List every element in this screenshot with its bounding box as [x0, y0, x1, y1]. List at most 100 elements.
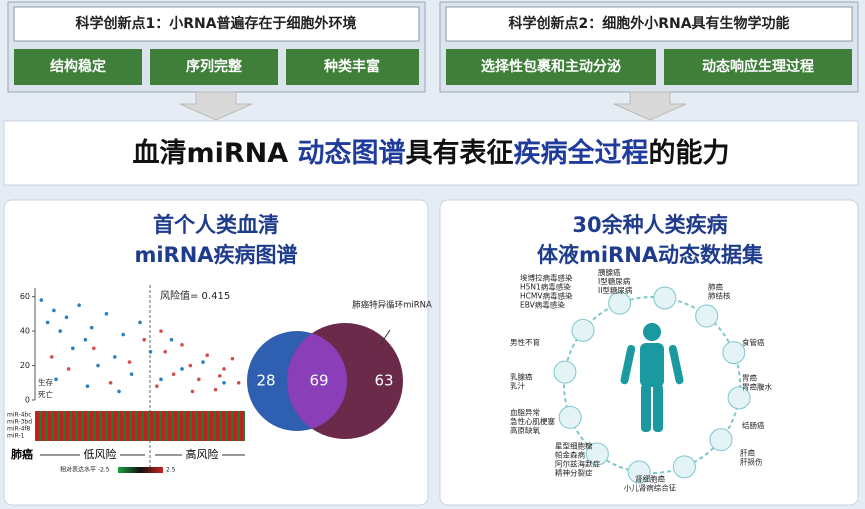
panel-title: 体液miRNA动态数据集	[537, 243, 764, 267]
point	[77, 303, 81, 308]
point	[180, 367, 184, 371]
disease-icon	[585, 442, 609, 466]
banner-part: 疾病全过程	[514, 137, 649, 169]
point	[159, 377, 163, 382]
banner	[3, 120, 859, 186]
tag-text: 选择性包裹和主动分泌	[481, 58, 621, 75]
tag-text: 动态响应生理过程	[702, 58, 814, 75]
legend-label: 死亡	[38, 389, 53, 399]
disease-icon	[709, 428, 733, 452]
tag	[286, 49, 419, 85]
colorbar	[118, 467, 163, 473]
disease-label: 胃癌腹水	[742, 382, 772, 392]
point	[96, 363, 100, 368]
point	[121, 332, 125, 337]
venn-count: 69	[309, 372, 328, 390]
panel-title: 首个人类血清	[153, 213, 279, 237]
box-title	[445, 6, 853, 42]
venn-label: 肺癌特异循环miRNA	[352, 300, 432, 311]
point	[113, 355, 117, 359]
disease-label: 帕金森病	[555, 450, 585, 460]
point	[159, 329, 163, 333]
disease-label: 胃癌	[742, 373, 757, 383]
arrow	[613, 91, 687, 121]
point	[205, 353, 209, 358]
box-title	[13, 6, 420, 42]
disease-label: 精神分裂症	[555, 468, 593, 478]
point	[92, 346, 96, 351]
disease-label: II型糖尿病	[598, 285, 633, 295]
row-label: miR-1	[7, 433, 25, 440]
tag	[446, 49, 656, 85]
disease-label: 肺结核	[708, 291, 731, 301]
point	[201, 360, 205, 364]
point	[188, 363, 193, 368]
point	[127, 360, 132, 364]
point	[39, 298, 44, 302]
disease-label: 乳汁	[510, 381, 525, 391]
disease-label: 急性心肌梗塞	[510, 416, 555, 426]
disease-label: 小儿肾病综合征	[624, 483, 677, 493]
group-label: 高风险	[186, 447, 219, 461]
disease-label: 高原缺氧	[510, 425, 540, 435]
tag-text: 结构稳定	[50, 58, 106, 75]
point	[58, 329, 62, 333]
point	[52, 308, 56, 313]
banner-part: 动态图谱	[298, 137, 406, 169]
disease-label: HCMV病毒感染	[520, 291, 573, 301]
scale-label: 2.5	[166, 467, 176, 474]
group-label: 低风险	[84, 447, 117, 461]
y-tick-label: 20	[20, 361, 30, 370]
disease-label: 血脂异常	[510, 407, 540, 417]
disease-label: 结肠癌	[742, 420, 765, 430]
point	[190, 389, 195, 394]
disease-icon	[553, 360, 577, 384]
group-label: 肺癌	[11, 447, 33, 461]
title: 科学创新点2：细胞外小RNA具有生物学功能	[508, 15, 789, 32]
row-label: miR-3bd	[7, 419, 32, 426]
point	[89, 325, 94, 330]
mask	[80, 449, 120, 461]
row-label: miR-4bc	[7, 412, 32, 419]
disease-label: 肝癌	[740, 448, 755, 458]
point	[155, 384, 159, 389]
point	[71, 346, 75, 351]
disease-label: EBV病毒感染	[520, 300, 565, 310]
point	[180, 343, 184, 347]
venn-count: 63	[374, 372, 393, 390]
banner-part: 血清miRNA	[132, 138, 297, 169]
legend-label: 生存	[38, 377, 53, 387]
point	[163, 349, 167, 354]
point	[222, 380, 226, 385]
point	[64, 315, 69, 320]
point	[222, 367, 226, 371]
venn-count: 28	[256, 372, 275, 390]
disease-label: 阿尔兹海默症	[555, 459, 600, 469]
tag	[664, 49, 852, 85]
mask	[182, 449, 222, 461]
disease-label: 食管癌	[742, 337, 765, 347]
disease-icon	[672, 455, 696, 479]
disease-label: 肝损伤	[740, 457, 763, 467]
point	[148, 349, 153, 354]
disease-icon	[571, 318, 595, 342]
human-figure	[620, 323, 684, 432]
disease-icon	[608, 291, 632, 315]
disease-label: 胰腺癌	[598, 267, 621, 277]
pointer	[379, 329, 391, 346]
point	[197, 377, 201, 382]
point	[142, 337, 146, 342]
disease-icon	[653, 286, 677, 310]
scale-label: 相对表达水平 -2.5	[60, 466, 110, 474]
tag-text: 种类丰富	[323, 58, 380, 75]
row-label: miR-4f8	[7, 426, 31, 433]
disease-label: 乳腺癌	[510, 372, 533, 382]
disease-label: H5N1病毒感染	[520, 282, 571, 292]
title: 科学创新点1：小RNA普遍存在于细胞外环境	[75, 15, 356, 32]
point	[83, 337, 88, 342]
point	[236, 380, 241, 385]
annotation: 风险值= 0.415	[160, 289, 230, 302]
banner-part: 的能力	[649, 137, 730, 169]
ring	[563, 296, 741, 474]
